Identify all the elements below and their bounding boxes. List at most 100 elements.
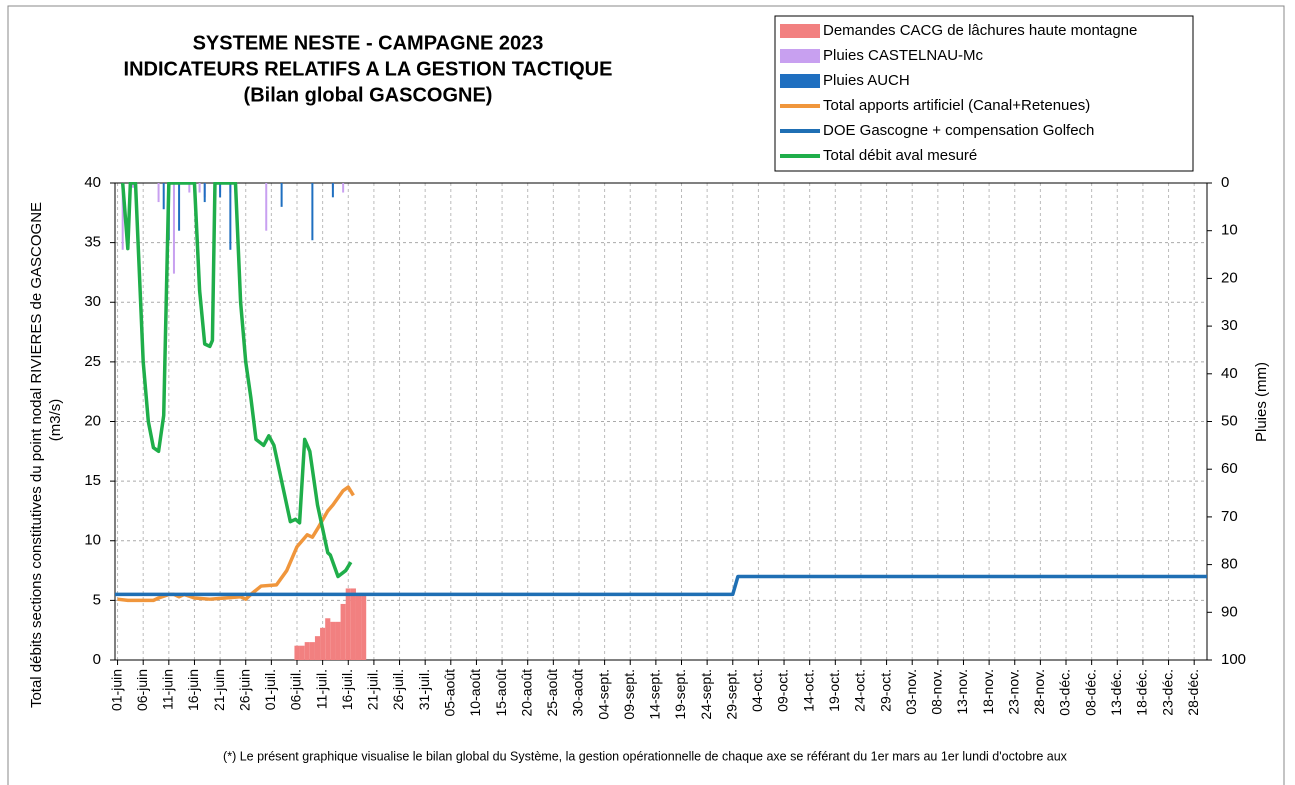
- y-tick-label: 5: [93, 591, 101, 608]
- x-tick-label: 16-juil.: [339, 669, 355, 710]
- legend-label: DOE Gascogne + compensation Golfech: [823, 122, 1094, 139]
- line: [120, 182, 353, 579]
- x-tick-label: 26-juin: [236, 669, 252, 711]
- bar: [361, 594, 367, 660]
- legend-box: [774, 15, 1194, 172]
- line: [117, 485, 355, 603]
- x-tick-label: 11-juil.: [313, 669, 329, 709]
- legend-swatch: [780, 74, 820, 88]
- y2-axis-label: Pluies (mm): [1253, 362, 1270, 442]
- x-tick-label: 04-sept.: [595, 669, 611, 720]
- x-tick-label: 14-sept.: [647, 669, 663, 720]
- bar: [345, 588, 351, 660]
- x-tick-label: 29-sept.: [723, 669, 739, 720]
- chart-title: SYSTEME NESTE - CAMPAGNE 2023: [193, 32, 544, 54]
- x-tick-label: 30-août: [570, 669, 586, 717]
- y-tick-label: 10: [84, 532, 101, 549]
- bar: [299, 645, 305, 660]
- x-tick-label: 29-oct.: [877, 669, 893, 712]
- y-tick-label: 30: [84, 293, 101, 310]
- y2-tick-label: 20: [1221, 269, 1238, 286]
- bar: [330, 621, 336, 660]
- x-tick-label: 23-nov.: [1005, 669, 1021, 715]
- legend-label: Total débit aval mesuré: [823, 147, 977, 164]
- y2-tick-label: 30: [1221, 317, 1238, 334]
- bar: [309, 642, 315, 660]
- legend-label: Pluies AUCH: [823, 72, 910, 89]
- x-tick-label: 01-juil.: [262, 669, 278, 710]
- x-tick-label: 11-juin: [160, 669, 176, 710]
- y-tick-label: 35: [84, 234, 101, 251]
- bar: [178, 183, 181, 231]
- y-axis-label: Total débits sections constitutives du p…: [28, 202, 45, 708]
- x-tick-label: 06-juin: [134, 669, 150, 711]
- y-tick-label: 40: [84, 174, 101, 191]
- x-tick-label: 13-nov.: [954, 669, 970, 715]
- x-tick-label: 15-août: [493, 669, 509, 717]
- x-tick-label: 19-sept.: [672, 669, 688, 720]
- x-tick-label: 03-nov.: [903, 669, 919, 715]
- legend-label: Demandes CACG de lâchures haute montagne: [823, 22, 1137, 39]
- x-tick-label: 04-oct.: [749, 669, 765, 712]
- x-tick-label: 08-déc.: [1082, 669, 1098, 716]
- bar: [131, 183, 134, 188]
- y-tick-label: 15: [84, 472, 101, 489]
- bar: [314, 636, 321, 660]
- x-tick-label: 16-juin: [185, 669, 201, 711]
- y2-tick-label: 100: [1221, 651, 1246, 668]
- x-tick-label: 08-nov.: [929, 669, 945, 715]
- bar: [325, 618, 331, 660]
- bar: [311, 183, 314, 241]
- y2-tick-label: 0: [1221, 174, 1229, 191]
- y-tick-label: 0: [93, 651, 101, 668]
- x-tick-label: 09-oct.: [775, 669, 791, 712]
- x-tick-label: 13-déc.: [1108, 669, 1124, 716]
- plot: [115, 182, 1207, 660]
- x-tick-label: 14-oct.: [800, 669, 816, 712]
- x-tick-label: 28-nov.: [1031, 669, 1047, 715]
- y2-tick-label: 80: [1221, 556, 1238, 573]
- y2-tick-label: 90: [1221, 603, 1238, 620]
- bar: [265, 183, 268, 231]
- x-tick-label: 26-juil.: [390, 669, 406, 710]
- bar: [121, 183, 124, 250]
- bar: [172, 183, 175, 274]
- bar: [340, 603, 346, 660]
- y2-tick-label: 60: [1221, 460, 1238, 477]
- y-tick-label: 20: [84, 412, 101, 429]
- y2-tick-label: 70: [1221, 508, 1238, 525]
- bar: [335, 621, 341, 660]
- bar: [203, 183, 206, 203]
- y2-tick-label: 40: [1221, 365, 1238, 382]
- bar: [162, 183, 165, 210]
- bar: [198, 183, 201, 193]
- x-tick-label: 18-nov.: [980, 669, 996, 715]
- x-tick-label: 21-juil.: [365, 669, 381, 710]
- bar: [219, 183, 222, 198]
- legend-label: Pluies CASTELNAU-Mc: [823, 47, 984, 64]
- bar: [188, 183, 191, 193]
- x-tick-label: 03-déc.: [1057, 669, 1073, 716]
- bar: [294, 645, 300, 660]
- bar: [350, 588, 356, 660]
- bar: [320, 627, 326, 660]
- y-axis-label: (m3/s): [47, 399, 64, 442]
- bar: [355, 594, 362, 660]
- x-tick-label: 31-juil.: [416, 669, 432, 710]
- x-tick-label: 19-oct.: [826, 669, 842, 712]
- chart-title: (Bilan global GASCOGNE): [244, 84, 493, 106]
- bar: [304, 642, 310, 660]
- x-tick-label: 01-juin: [108, 669, 124, 711]
- x-tick-label: 24-oct.: [852, 669, 868, 712]
- bar: [342, 183, 345, 193]
- plot-border: [114, 182, 1208, 661]
- y2-tick-label: 10: [1221, 222, 1238, 239]
- chart-title: INDICATEURS RELATIFS A LA GESTION TACTIQ…: [124, 58, 613, 80]
- x-tick-label: 05-août: [442, 669, 458, 717]
- x-tick-label: 23-déc.: [1159, 669, 1175, 716]
- x-tick-label: 18-déc.: [1134, 669, 1150, 716]
- x-tick-label: 21-juin: [211, 669, 227, 711]
- x-tick-label: 20-août: [518, 669, 534, 717]
- x-tick-label: 25-août: [544, 669, 560, 717]
